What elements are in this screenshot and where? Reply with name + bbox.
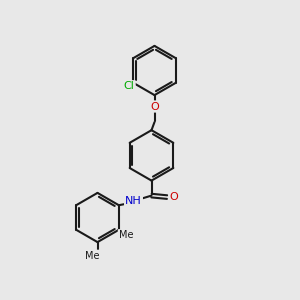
Text: Me: Me	[119, 230, 133, 240]
Text: Me: Me	[85, 250, 99, 261]
Text: NH: NH	[125, 196, 142, 206]
Text: O: O	[169, 192, 178, 202]
Text: Cl: Cl	[124, 81, 135, 91]
Text: O: O	[150, 101, 159, 112]
